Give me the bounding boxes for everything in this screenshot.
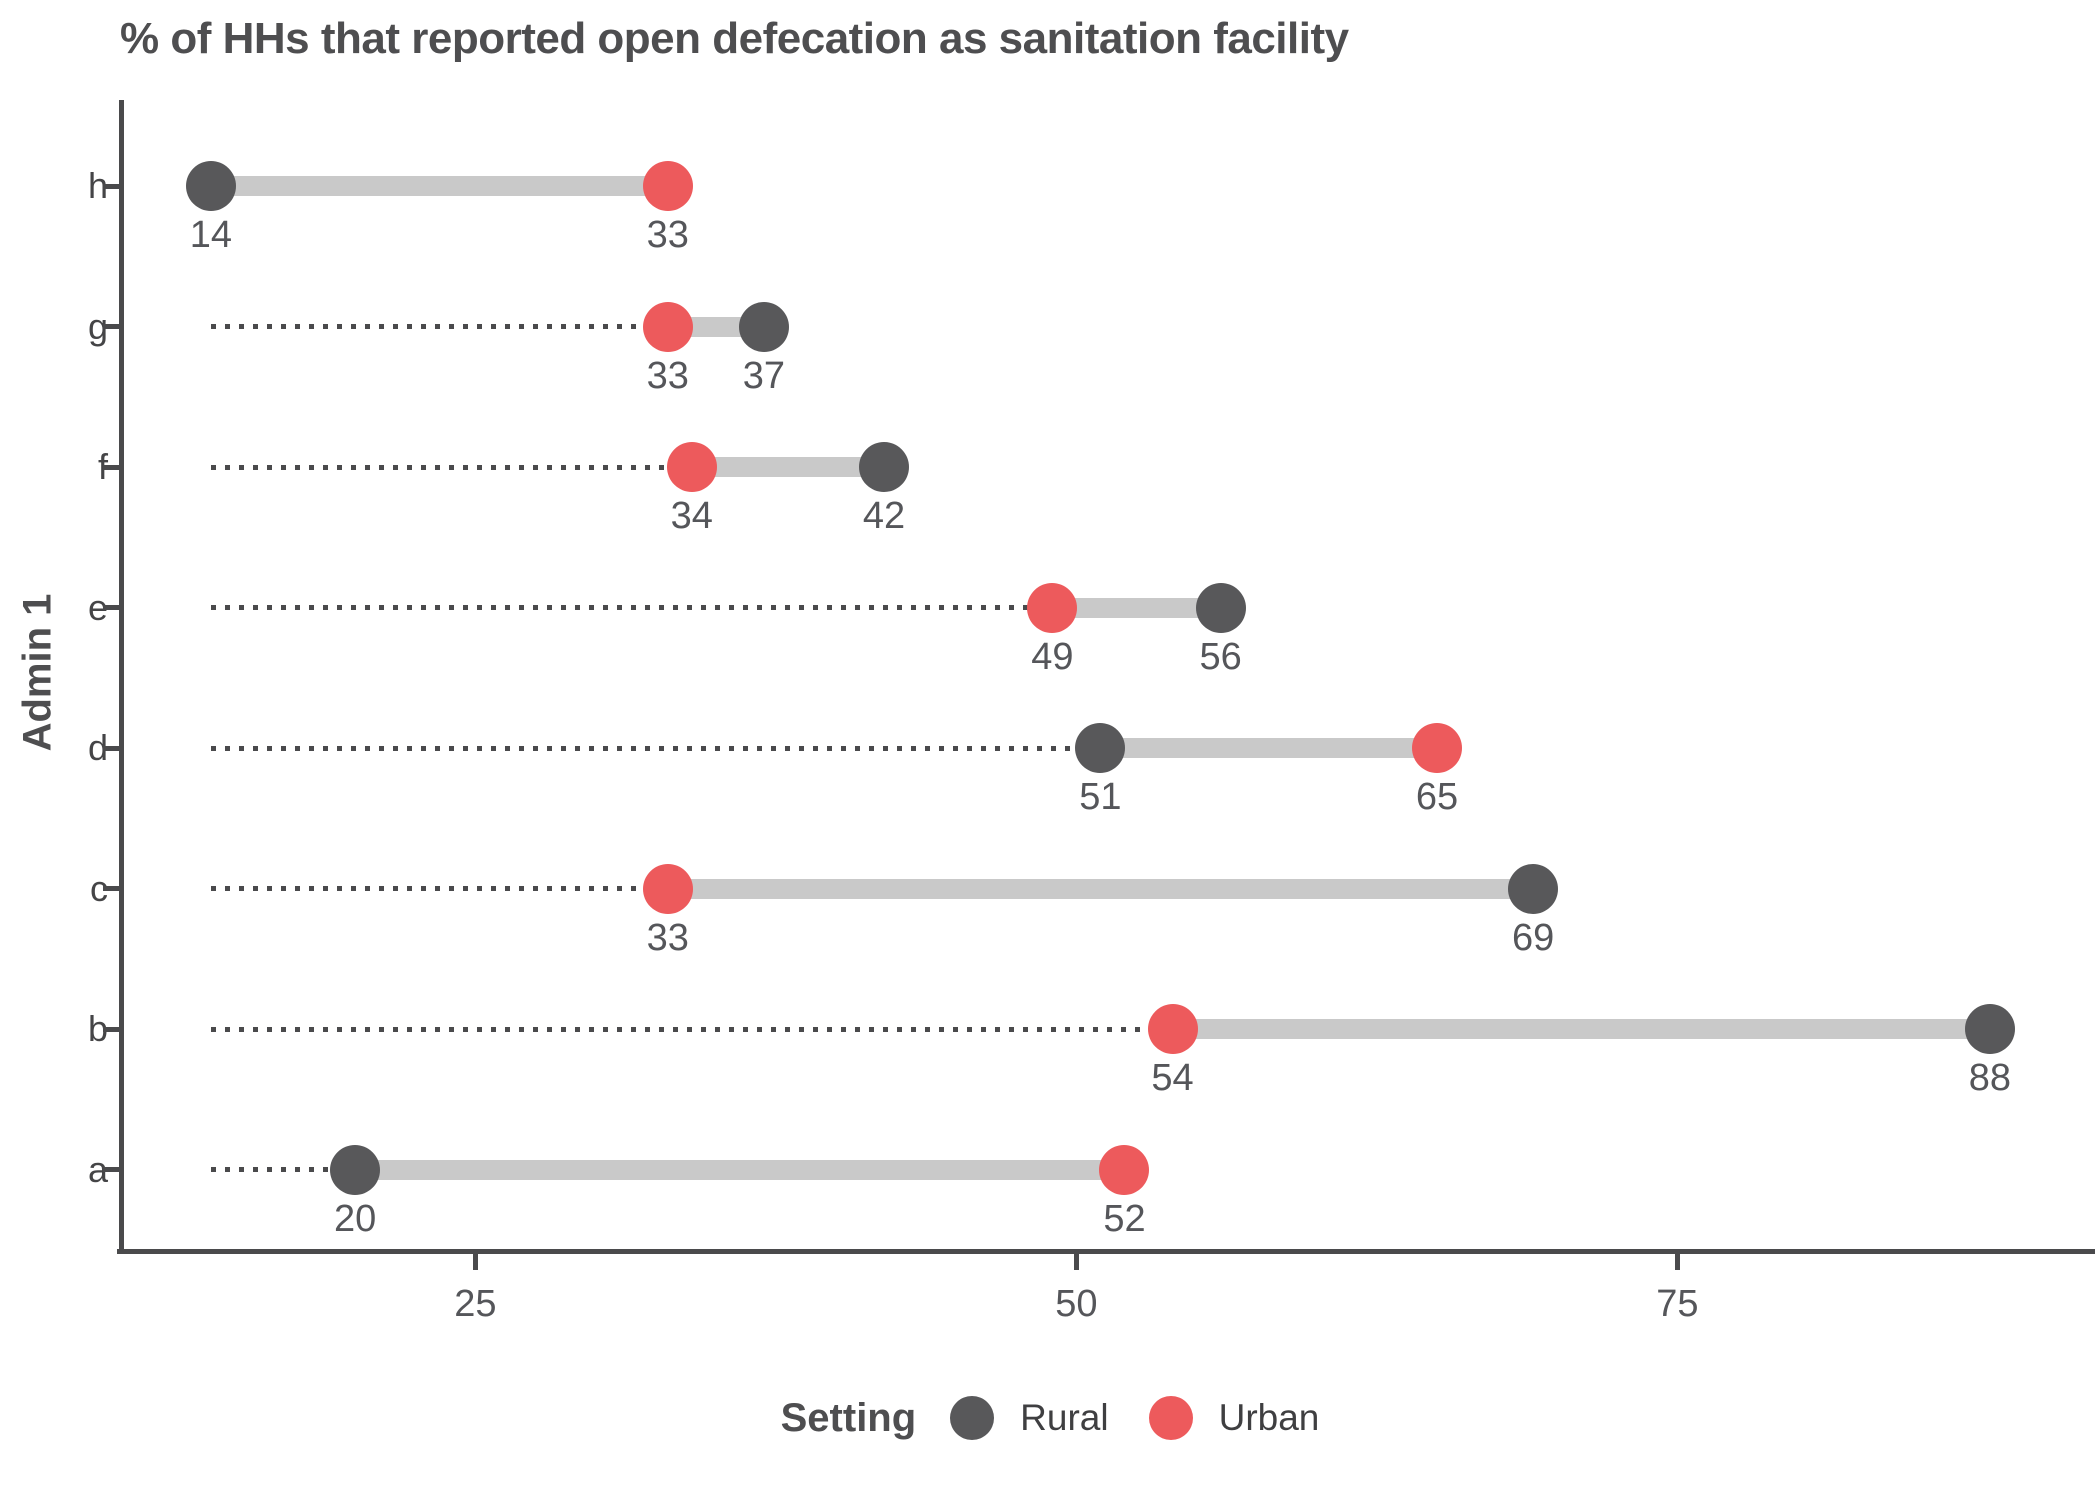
legend: Setting Rural Urban	[0, 1388, 2100, 1448]
urban-value-label: 65	[1415, 776, 1459, 819]
x-tick-label: 50	[1055, 1283, 1098, 1325]
rural-legend-dot-icon	[950, 1396, 995, 1440]
x-tick	[1073, 1252, 1079, 1270]
category-label: f	[28, 449, 108, 485]
urban-dot	[642, 301, 693, 352]
rural-dot	[1075, 723, 1126, 774]
legend-entry-rural: Rural	[950, 1396, 1109, 1440]
x-axis-line	[117, 1249, 2095, 1254]
urban-value-label: 33	[646, 354, 689, 397]
urban-dot	[1027, 582, 1078, 633]
legend-label: Rural	[1020, 1397, 1109, 1438]
rural-value-label: 56	[1199, 635, 1242, 678]
connector-bar	[355, 1159, 1125, 1180]
y-tick	[103, 886, 120, 892]
rural-dot	[1964, 1004, 2015, 1055]
urban-dot	[642, 863, 693, 914]
x-tick	[1674, 1252, 1680, 1270]
leader-line	[210, 464, 672, 470]
urban-dot	[1147, 1004, 1198, 1055]
rural-dot	[185, 161, 236, 211]
connector-bar	[1100, 738, 1437, 759]
leader-line	[210, 605, 1033, 611]
chart-title: % of HHs that reported open defecation a…	[120, 14, 1349, 63]
urban-value-label: 33	[646, 214, 689, 256]
rural-dot	[859, 442, 910, 493]
connector-bar	[1172, 1019, 1990, 1040]
connector-bar	[1052, 597, 1221, 618]
legend-label: Urban	[1218, 1397, 1320, 1438]
y-tick	[103, 1026, 120, 1032]
leader-line	[210, 745, 1081, 751]
urban-value-label: 34	[670, 495, 713, 538]
category-label: b	[87, 1008, 108, 1050]
connector-bar	[667, 878, 1534, 899]
connector-bar	[691, 457, 885, 478]
y-axis-line	[119, 100, 124, 1253]
rural-value-label: 69	[1512, 916, 1555, 959]
leader-line	[210, 1167, 336, 1173]
category-label: d	[87, 727, 108, 769]
legend-entries: Rural Urban	[950, 1396, 1319, 1440]
urban-legend-dot-icon	[1148, 1396, 1193, 1440]
rural-value-label: 20	[334, 1197, 377, 1240]
urban-value-label: 54	[1151, 1057, 1194, 1100]
rural-dot	[1508, 863, 1559, 914]
rural-dot	[738, 301, 789, 352]
urban-dot	[1411, 723, 1462, 774]
legend-entry-urban: Urban	[1148, 1396, 1320, 1440]
category-label: h	[87, 165, 108, 206]
urban-dot	[642, 161, 693, 211]
rural-value-label: 37	[742, 354, 785, 397]
y-tick	[103, 464, 120, 470]
rural-dot	[1195, 582, 1246, 633]
y-tick	[103, 745, 120, 751]
rural-dot	[330, 1144, 381, 1195]
rural-value-label: 42	[862, 495, 906, 538]
rural-value-label: 88	[1968, 1057, 2012, 1100]
urban-dot	[666, 442, 717, 493]
category-label: a	[87, 1148, 108, 1190]
urban-value-label: 52	[1103, 1197, 1146, 1240]
x-tick-label: 75	[1656, 1283, 1699, 1325]
leader-line	[210, 886, 648, 892]
leader-line	[210, 1026, 1153, 1032]
y-tick	[103, 183, 120, 189]
y-tick	[103, 605, 120, 611]
legend-title: Setting	[780, 1395, 917, 1440]
leader-line	[210, 324, 648, 330]
rural-value-label: 51	[1079, 776, 1122, 819]
category-label: c	[90, 867, 108, 909]
urban-value-label: 33	[646, 916, 689, 959]
y-tick	[103, 324, 120, 330]
x-tick	[472, 1252, 478, 1270]
urban-value-label: 49	[1031, 635, 1074, 678]
connector-bar	[210, 176, 668, 196]
rural-value-label: 14	[189, 214, 233, 256]
y-tick	[103, 1167, 120, 1173]
category-label: e	[87, 586, 108, 628]
urban-dot	[1099, 1144, 1150, 1195]
category-label: g	[87, 305, 108, 347]
x-tick-label: 25	[454, 1283, 497, 1325]
